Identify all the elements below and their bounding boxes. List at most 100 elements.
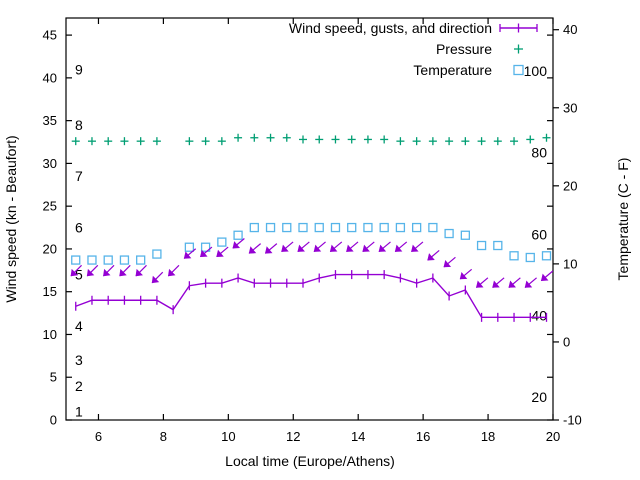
gust-direction-arrow [508,277,521,288]
y2-axis-ticks [553,29,559,421]
x-tick-label: 14 [351,429,365,444]
pressure-point [428,137,437,146]
gust-direction-arrow [346,241,359,253]
temperature-point [184,242,195,252]
gust-direction-arrow [119,264,131,277]
temperature-point [411,222,422,233]
beaufort-label: 4 [75,318,83,334]
pressure-point [526,135,535,144]
series-temperature [71,222,552,265]
pressure-point [152,137,161,146]
temperature-point [493,240,503,251]
pressure-point [250,133,259,142]
pressure-point [87,137,96,146]
gust-direction-arrow [427,250,440,261]
y-tick-label: 10 [43,327,57,342]
chart-legend: Wind speed, gusts, and direction Pressure… [289,20,538,78]
y-tick-label: 45 [43,28,57,43]
temperature-point [379,222,389,233]
gust-direction-arrow [297,241,310,253]
pressure-point [396,137,405,146]
pressure-point [331,135,340,144]
gust-direction-arrow [378,241,391,253]
fahrenheit-label: 40 [531,308,547,324]
y2-tick-label: -10 [563,413,582,428]
gust-direction-arrow [248,243,262,254]
y-tick-label: 20 [43,241,57,256]
fahrenheit-label: 20 [531,389,547,405]
gust-direction-arrow [86,264,99,277]
legend-sample-plus [514,44,523,54]
temperature-point [460,230,470,240]
temperature-point [509,251,519,261]
pressure-point [104,137,113,146]
y2-tick-label: 20 [563,178,577,193]
x-axis-title: Local time (Europe/Athens) [225,453,395,469]
pressure-point [347,135,356,144]
pressure-point [363,135,372,144]
x-tick-label: 8 [160,429,167,444]
beaufort-label: 8 [75,117,83,133]
temperature-point [314,222,324,233]
gust-direction-arrow [459,268,473,280]
gust-direction-arrow [411,241,424,253]
series-pressure [71,133,551,146]
pressure-point [299,135,308,144]
temperature-point [347,222,357,233]
pressure-point [412,137,421,146]
y2-tick-label: 0 [563,334,570,349]
pressure-point [380,135,389,144]
pressure-point [461,137,470,146]
pressure-point [282,133,291,142]
gust-direction-arrow [183,248,197,259]
legend-entry-label: Wind speed, gusts, and direction [289,20,492,36]
wind-speed-line [75,273,547,319]
temperature-point [152,249,162,259]
temperature-point [541,251,552,261]
fahrenheit-label: 100 [524,63,548,79]
gust-direction-arrow [394,241,408,253]
legend-entry-label: Temperature [413,62,492,78]
x-tick-label: 16 [416,429,430,444]
y2-tick-label: 30 [563,100,577,115]
gust-direction-arrow [151,271,164,284]
x-axis-tick-labels: 6 8 10 12 14 16 18 20 [95,429,560,444]
x-tick-label: 10 [221,429,235,444]
gust-direction-arrow [329,241,343,253]
beaufort-label: 7 [75,168,83,184]
temperature-point [103,255,113,265]
pressure-point [120,137,129,146]
beaufort-label: 6 [75,220,83,236]
temperature-point [525,252,535,263]
beaufort-label: 1 [75,403,83,419]
gust-direction-arrow [70,264,82,277]
series-wind-speed [75,270,548,322]
y-axis-ticks [66,34,553,421]
temperature-point [363,222,373,233]
gust-direction-arrow [476,277,489,288]
legend-entry: Wind speed, gusts, and direction [289,20,538,36]
x-tick-label: 6 [95,429,102,444]
pressure-point [201,137,210,146]
y-tick-label: 30 [43,156,57,171]
temperature-point [330,222,341,233]
beaufort-scale-labels: 1 2 3 4 5 6 7 8 9 [75,61,83,419]
pressure-point [477,137,486,146]
y-tick-label: 40 [43,70,57,85]
temperature-point [395,222,406,233]
temperature-point [200,242,211,252]
gust-direction-arrow [200,246,213,258]
gust-direction-arrow [167,264,180,277]
pressure-point [136,137,145,146]
temperature-point [119,255,130,265]
legend-entry: Temperature [413,62,524,78]
pressure-point [234,133,243,142]
fahrenheit-scale-labels: 20 40 60 80 100 [524,63,548,405]
pressure-point [542,133,551,142]
y2-axis-title: Temperature (C - F) [615,158,631,281]
y2-axis-tick-labels: -10 0 10 20 30 40 [563,22,582,427]
pressure-point [185,137,194,146]
gust-direction-arrow [492,277,505,288]
gust-direction-arrow [524,277,537,288]
